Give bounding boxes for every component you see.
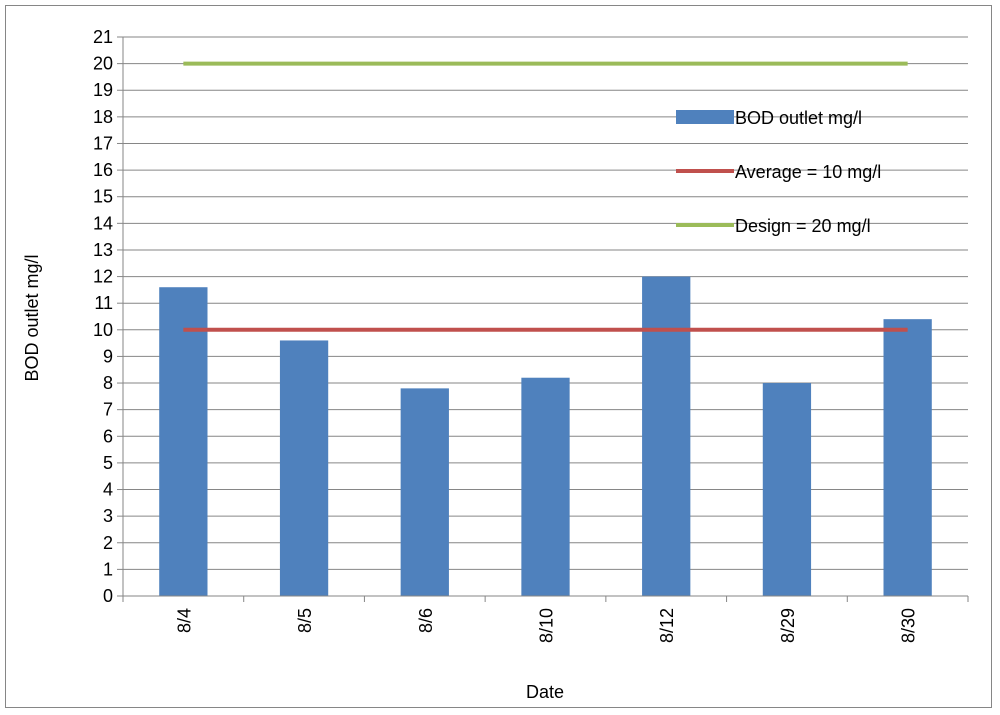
bar (883, 319, 932, 596)
x-tick-label: 8/29 (778, 608, 798, 643)
y-tick-label: 13 (93, 240, 113, 260)
y-tick-label: 15 (93, 187, 113, 207)
legend: BOD outlet mg/l Average = 10 mg/l Design =… (676, 108, 881, 236)
legend-label: Design = 20 mg/l (735, 216, 871, 236)
y-tick-label: 0 (103, 586, 113, 606)
bar (642, 276, 691, 596)
x-tick-label: 8/10 (537, 608, 557, 643)
y-tick-label: 4 (103, 480, 113, 500)
y-tick-label: 12 (93, 267, 113, 287)
y-tick-label: 17 (93, 133, 113, 153)
x-tick-label: 8/30 (899, 608, 919, 643)
x-tick-label: 8/4 (174, 608, 194, 633)
legend-label: Average = 10 mg/l (735, 162, 881, 182)
y-tick-label: 19 (93, 80, 113, 100)
y-tick-label: 21 (93, 27, 113, 47)
x-tick-label: 8/5 (295, 608, 315, 633)
y-tick-label: 6 (103, 426, 113, 446)
bar (279, 340, 329, 596)
y-tick-label: 8 (103, 373, 113, 393)
y-tick-label: 11 (94, 293, 113, 313)
bar (400, 388, 449, 596)
y-tick-label: 16 (93, 160, 113, 180)
bar (159, 287, 208, 596)
y-tick-label: 5 (103, 453, 113, 473)
y-tick-label: 14 (93, 213, 113, 233)
y-tick-label: 10 (93, 320, 113, 340)
bars (159, 276, 932, 596)
bar (521, 377, 570, 596)
legend-label: BOD outlet mg/l (735, 108, 862, 128)
bar (762, 383, 812, 596)
x-tick-label: 8/12 (657, 608, 677, 643)
reference-lines (183, 61, 908, 332)
y-tick-label: 3 (103, 506, 113, 526)
legend-swatch (676, 110, 734, 124)
y-axis-title: BOD outlet mg/l (22, 254, 42, 381)
x-axis-title: Date (526, 682, 564, 702)
y-tick-label: 20 (93, 54, 113, 74)
y-tick-label: 7 (103, 400, 113, 420)
y-tick-label: 9 (103, 346, 113, 366)
x-tick-label: 8/6 (416, 608, 436, 633)
y-tick-label: 2 (103, 533, 113, 553)
y-tick-label: 1 (103, 559, 113, 579)
y-tick-label: 18 (93, 107, 113, 127)
